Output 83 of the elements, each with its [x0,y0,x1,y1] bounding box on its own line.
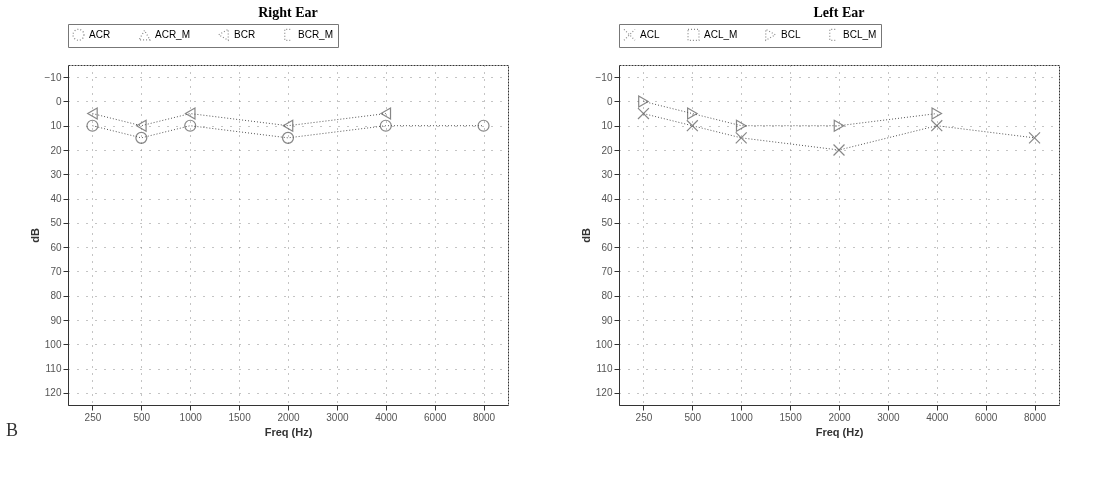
y-tick-label: 40 [601,193,613,205]
y-tick-label: 0 [606,95,613,107]
y-axis-title: dB [28,228,41,243]
point [380,107,392,120]
y-tick-label: 20 [601,144,613,156]
x-tick-label: 3000 [877,411,900,423]
legend-label: BCR_M [298,28,334,40]
point [281,131,295,144]
x-tick-label: 500 [133,411,151,423]
x-tick-label: 6000 [975,411,998,423]
y-tick-label: 10 [601,120,613,132]
x-tick-label: 1500 [779,411,803,423]
x-tick-label: 1000 [730,411,754,423]
chart-title: Right Ear [258,4,318,20]
point [686,119,699,132]
y-tick-label: 50 [601,217,613,229]
y-tick-label: 110 [596,363,613,375]
x-tick-label: 1000 [179,411,203,423]
y-tick-label: 100 [44,338,62,350]
y-tick-label: 70 [50,265,62,277]
point [135,119,147,132]
x-tick-label: 2000 [828,411,852,423]
point [184,119,197,132]
x-tick-label: 3000 [326,411,349,423]
legend-label: ACL_M [704,28,738,40]
y-tick-label: 90 [50,314,62,326]
y-tick-label: 10 [50,120,62,132]
point [930,119,943,132]
y-tick-label: 110 [45,363,62,375]
x-tick-label: 8000 [472,411,496,423]
y-tick-label: 120 [44,387,62,399]
x-tick-label: 8000 [1023,411,1047,423]
y-tick-label: 90 [601,314,613,326]
point [135,131,148,144]
legend-label: ACL [640,28,660,40]
x-tick-label: 250 [84,411,102,423]
chart-title: Left Ear [813,4,865,20]
y-tick-label: 60 [50,241,62,253]
point [832,143,846,157]
y-tick-label: 80 [601,290,613,302]
y-tick-label: 20 [50,144,62,156]
x-tick-label: 250 [635,411,653,423]
x-tick-label: 4000 [375,411,398,423]
point [477,119,490,132]
point [833,119,845,132]
x-tick-label: 4000 [926,411,949,423]
y-tick-label: 40 [50,193,62,205]
y-tick-label: 70 [601,265,613,277]
legend-label: BCR [234,28,256,40]
legend-label: BCL_M [843,28,877,40]
point [86,119,99,132]
point [686,107,698,120]
legend-label: BCL [781,28,801,40]
y-tick-label: 30 [50,168,62,180]
point [638,95,649,108]
point [735,131,748,144]
x-axis-title: Freq (Hz) [264,425,313,438]
y-tick-label: 80 [50,290,62,302]
point [184,107,196,120]
text: B [6,420,19,440]
x-tick-label: 6000 [424,411,447,423]
y-tick-label: 120 [595,387,613,399]
point [637,107,650,120]
x-tick-label: 2000 [277,411,301,423]
point [1028,131,1041,144]
x-axis-title: Freq (Hz) [815,425,864,438]
y-tick-label: 60 [601,241,613,253]
x-tick-label: 500 [684,411,702,423]
legend-label: ACR_M [155,29,191,41]
y-axis-title: dB [579,228,592,243]
y-tick-label: 30 [601,168,613,180]
y-tick-label: 50 [50,217,62,229]
y-tick-label: 100 [595,338,613,350]
y-tick-label: −10 [595,71,613,83]
y-tick-label: 0 [55,95,62,107]
legend-label: ACR [89,28,111,40]
point [931,107,943,120]
point [282,119,294,132]
point [87,107,98,120]
y-tick-label: −10 [44,71,62,83]
point [735,119,747,132]
x-tick-label: 1500 [228,411,252,423]
point [379,119,392,132]
